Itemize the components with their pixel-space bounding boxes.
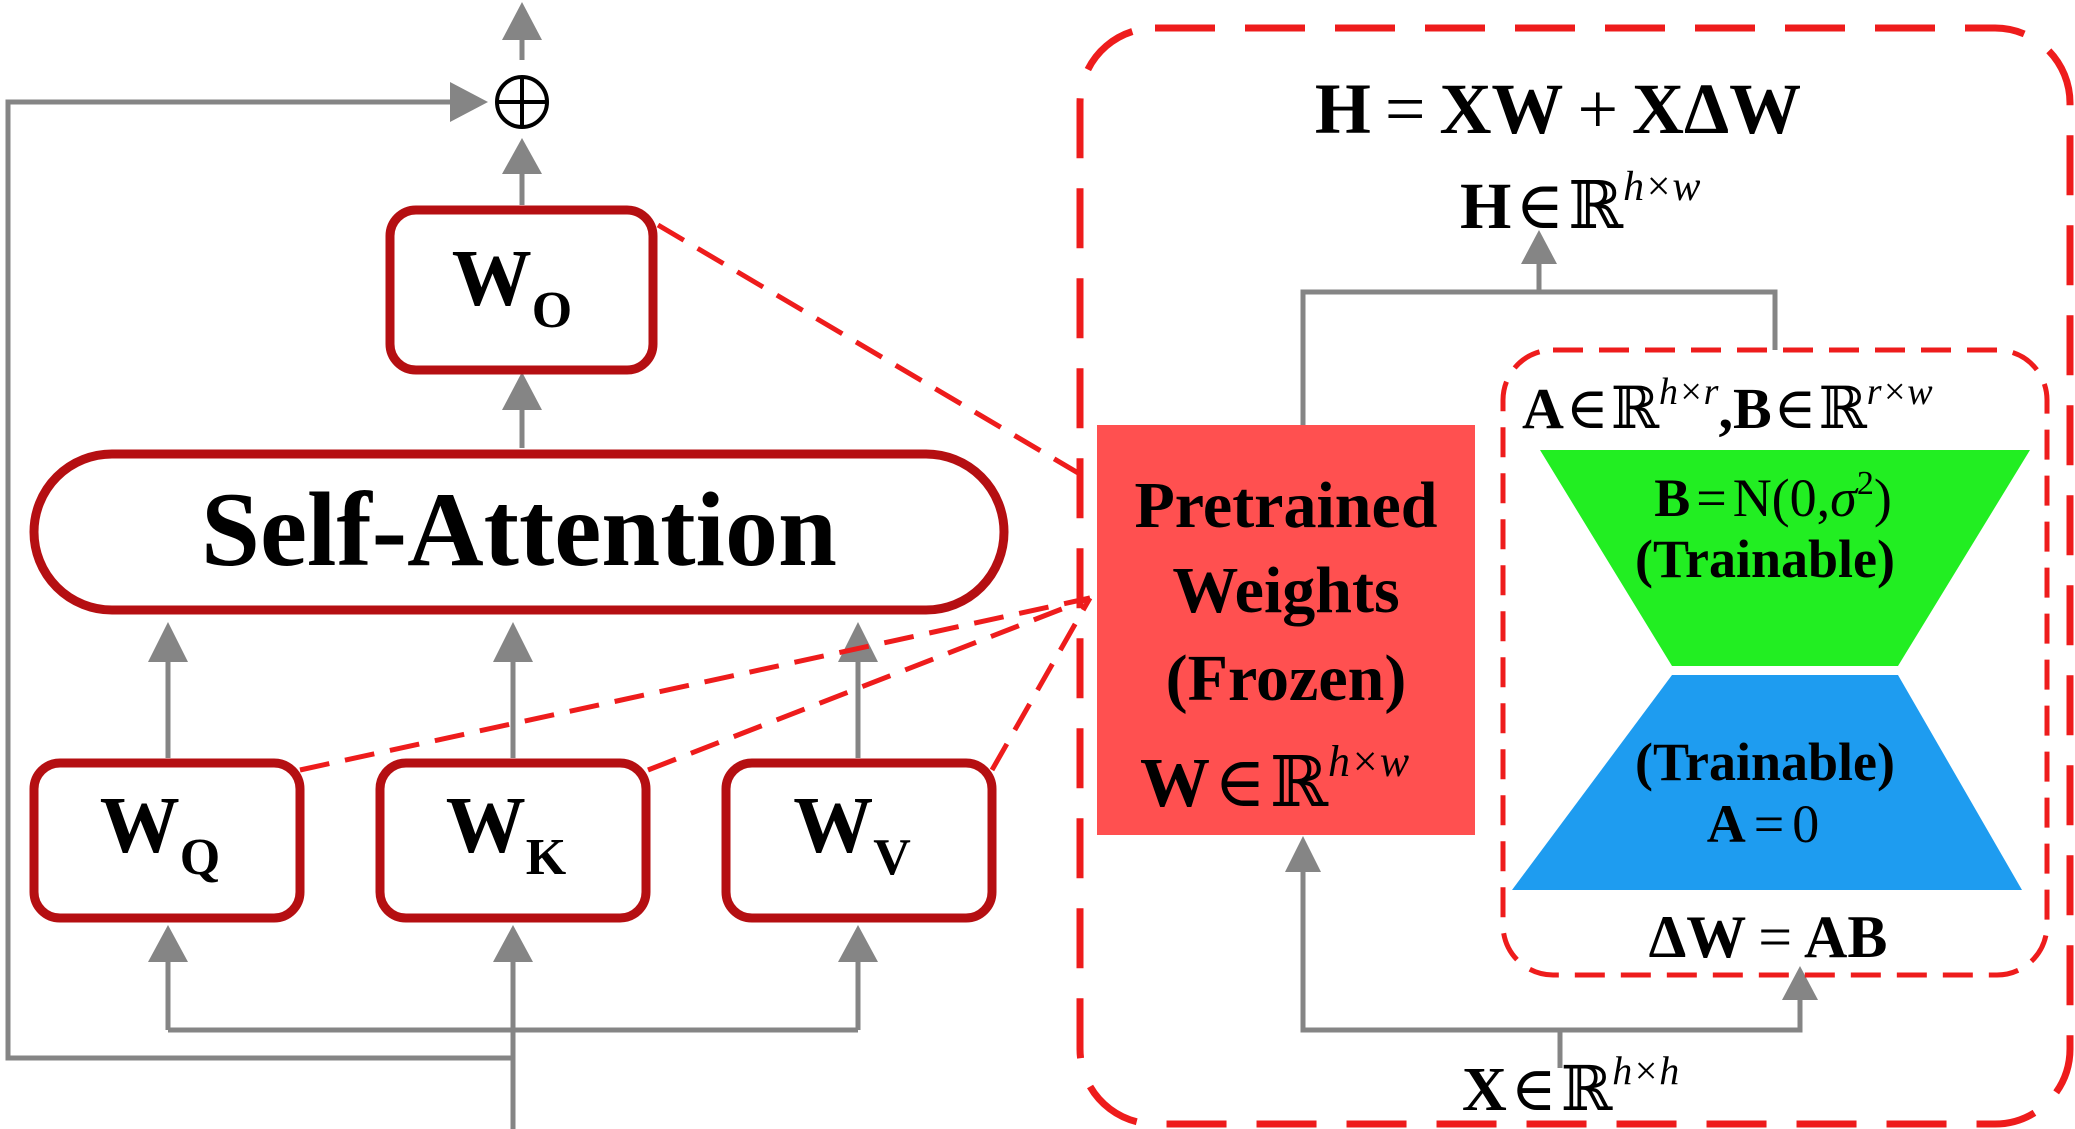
a-matrix-block: (Trainable) A = 0 (1512, 675, 2022, 890)
arrow-wv-attn (838, 622, 878, 758)
wv-box: WV (721, 758, 997, 923)
arrow-residual-add (450, 82, 488, 122)
arrow-attn-wo (502, 372, 542, 448)
pretrained-line-3: (Frozen) (1166, 642, 1407, 715)
b-init-label: B = N(0,σ2) (1654, 465, 1892, 528)
arrow-output (502, 2, 542, 40)
w-dimension: W∈ℝh×w (1140, 737, 1410, 822)
delta-w-equation: ΔW = AB (1649, 904, 1888, 970)
wk-box: WK (375, 758, 651, 923)
ab-dimensions: A∈ℝh×r,B∈ℝr×w (1522, 371, 1933, 441)
x-dimension: X∈ℝh×h (1462, 1048, 1679, 1124)
arrow-wk-attn (493, 622, 533, 758)
wv-label: WV (793, 782, 911, 886)
wo-label: WO (452, 235, 572, 339)
h-equation: H = XW + XΔW (1315, 69, 1801, 149)
adapter-container (1500, 347, 2050, 978)
arrow-input-wv (838, 925, 878, 1030)
a-trainable-label: (Trainable) (1635, 732, 1895, 792)
wq-box: WQ (29, 758, 305, 923)
residual-add-icon (495, 75, 549, 129)
arrow-wq-attn (148, 622, 188, 758)
self-attention-label: Self-Attention (201, 471, 837, 588)
merge-connector (1300, 230, 1778, 425)
input-connector (1285, 836, 1818, 1068)
wq-label: WQ (100, 782, 220, 886)
self-attention-box: Self-Attention (29, 449, 1009, 615)
h-dimension: H∈ℝh×w (1460, 164, 1700, 243)
b-trainable-label: (Trainable) (1635, 529, 1895, 589)
b-matrix-block: B = N(0,σ2) (Trainable) (1540, 450, 2030, 666)
arrow-input-wq (148, 925, 188, 1030)
dashed-links (299, 222, 1093, 773)
wk-label: WK (446, 782, 567, 886)
arrow-input-wk (493, 925, 533, 1030)
pretrained-line-2: Weights (1172, 554, 1399, 627)
wo-box: WO (385, 205, 658, 375)
pretrained-line-1: Pretrained (1134, 469, 1437, 542)
lora-module-container (1076, 24, 2074, 1128)
arrow-wo-add (502, 138, 542, 205)
pretrained-weights-block: Pretrained Weights (Frozen) W∈ℝh×w (1097, 425, 1475, 835)
a-init-label: A = 0 (1707, 794, 1819, 854)
